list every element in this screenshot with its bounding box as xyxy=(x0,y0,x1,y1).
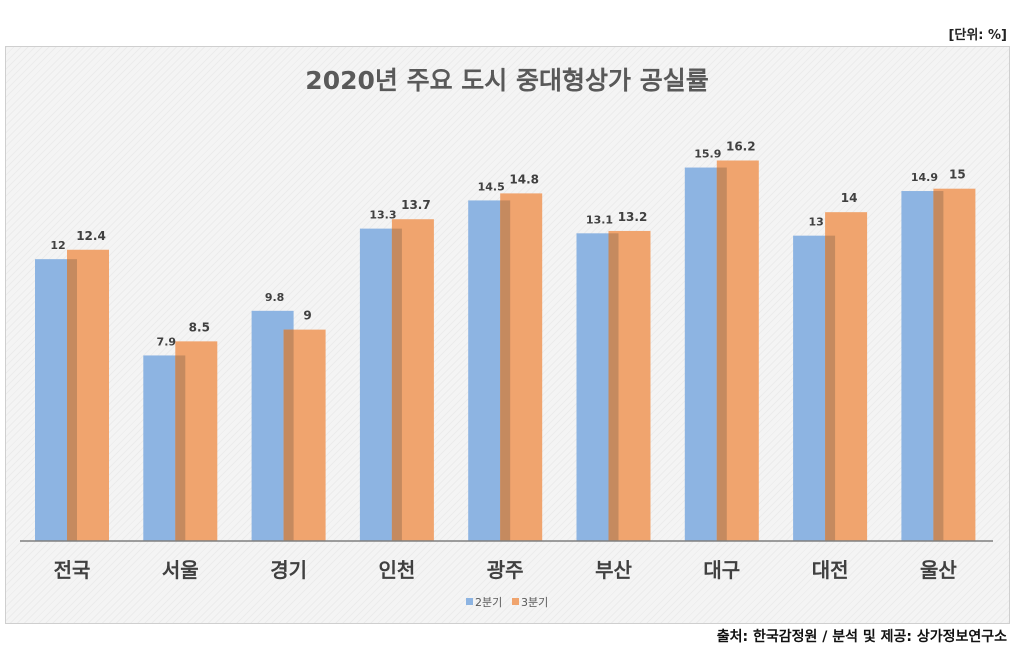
legend-swatch-2q xyxy=(466,598,473,605)
category-label-8: 울산 xyxy=(920,558,957,582)
category-label-4: 광주 xyxy=(487,558,524,582)
data-label-2q-7: 13 xyxy=(808,216,823,229)
category-label-1: 서울 xyxy=(162,558,199,582)
category-label-3: 인천 xyxy=(378,558,415,582)
bar-overlap-2 xyxy=(283,329,294,541)
source-note: 출처: 한국감정원 / 분석 및 제공: 상가정보연구소 xyxy=(716,629,1007,645)
data-label-3q-0: 12.4 xyxy=(76,229,106,243)
data-label-2q-4: 14.5 xyxy=(478,180,505,193)
data-label-3q-5: 13.2 xyxy=(618,210,648,224)
legend-label-3q: 3분기 xyxy=(521,596,548,609)
data-label-2q-5: 13.1 xyxy=(586,213,613,226)
legend-swatch-3q xyxy=(512,598,519,605)
category-labels: 전국 서울 경기 인천 광주 부산 대구 대전 울산 xyxy=(54,558,958,582)
bar-overlap-8 xyxy=(933,191,944,542)
bar-overlap-0 xyxy=(67,259,77,541)
category-label-0: 전국 xyxy=(54,558,91,582)
data-label-2q-6: 15.9 xyxy=(694,148,721,161)
bar-overlap-3 xyxy=(391,228,402,541)
unit-label: [단위: %] xyxy=(948,28,1007,43)
bars-layer: 12 12.4 7.9 8.5 9.8 9 13.3 13.7 14.5 14.8 13.1 13.2… xyxy=(35,140,976,542)
data-label-3q-3: 13.7 xyxy=(401,198,431,212)
data-label-3q-8: 15 xyxy=(949,168,966,182)
data-label-3q-7: 14 xyxy=(841,191,858,205)
category-label-7: 대전 xyxy=(812,558,849,582)
category-label-5: 부산 xyxy=(595,558,632,582)
bar-overlap-4 xyxy=(500,200,511,541)
category-label-2: 경기 xyxy=(270,558,307,582)
legend: 2분기 3분기 xyxy=(466,596,548,609)
data-label-2q-2: 9.8 xyxy=(265,291,285,304)
bar-overlap-5 xyxy=(608,233,619,542)
chart-title: 2020년 주요 도시 중대형상가 공실률 xyxy=(305,66,708,95)
data-label-2q-0: 12 xyxy=(50,239,65,252)
data-label-3q-6: 16.2 xyxy=(726,140,756,154)
category-label-6: 대구 xyxy=(703,558,740,582)
bar-overlap-1 xyxy=(175,355,186,541)
data-label-2q-8: 14.9 xyxy=(911,171,938,184)
data-label-2q-1: 7.9 xyxy=(157,335,177,348)
data-label-3q-4: 14.8 xyxy=(509,172,539,186)
bar-overlap-7 xyxy=(825,235,836,541)
legend-label-2q: 2분기 xyxy=(475,596,502,609)
data-label-2q-3: 13.3 xyxy=(369,209,396,222)
bar-overlap-6 xyxy=(716,167,727,541)
data-label-3q-1: 8.5 xyxy=(189,320,210,334)
data-label-3q-2: 9 xyxy=(303,309,311,323)
